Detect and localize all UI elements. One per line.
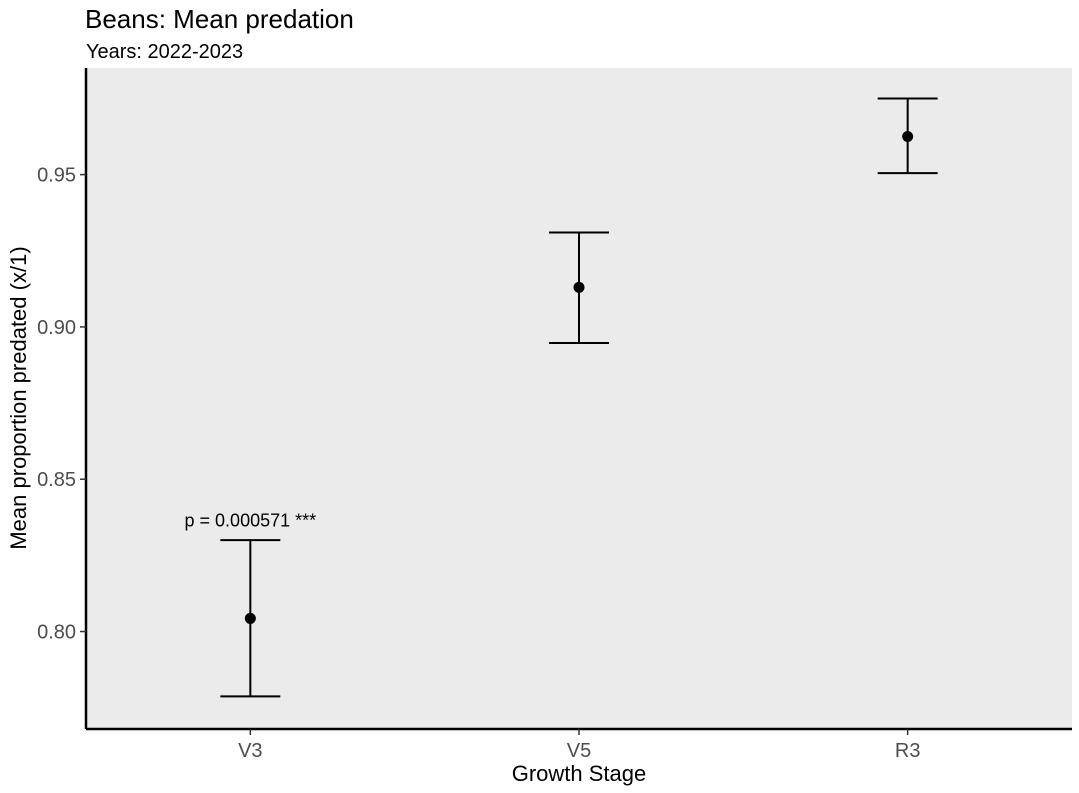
chart-title: Beans: Mean predation [85, 4, 354, 34]
y-tick-label: 0.85 [37, 469, 76, 491]
y-axis-title: Mean proportion predated (x/1) [6, 246, 31, 549]
mean-point-R3 [902, 131, 914, 143]
y-axis-ticks: 0.80 0.85 0.90 0.95 [37, 165, 86, 644]
plot-panel [86, 68, 1072, 729]
y-tick-label: 0.80 [37, 622, 76, 644]
annotation-p-value: p = 0.000571 *** [185, 510, 317, 530]
y-tick-label: 0.95 [37, 165, 76, 187]
x-axis-ticks: V3 V5 R3 [238, 729, 920, 762]
chart-marks: p = 0.000571 *** [185, 97, 938, 698]
chart-subtitle: Years: 2022-2023 [86, 41, 243, 63]
x-tick-label: R3 [895, 740, 921, 762]
mean-point-V5 [573, 281, 585, 293]
mean-point-V3 [244, 612, 256, 624]
x-tick-label: V3 [238, 740, 262, 762]
x-tick-label: V5 [567, 740, 591, 762]
y-tick-label: 0.90 [37, 317, 76, 339]
x-axis-title: Growth Stage [512, 761, 647, 786]
